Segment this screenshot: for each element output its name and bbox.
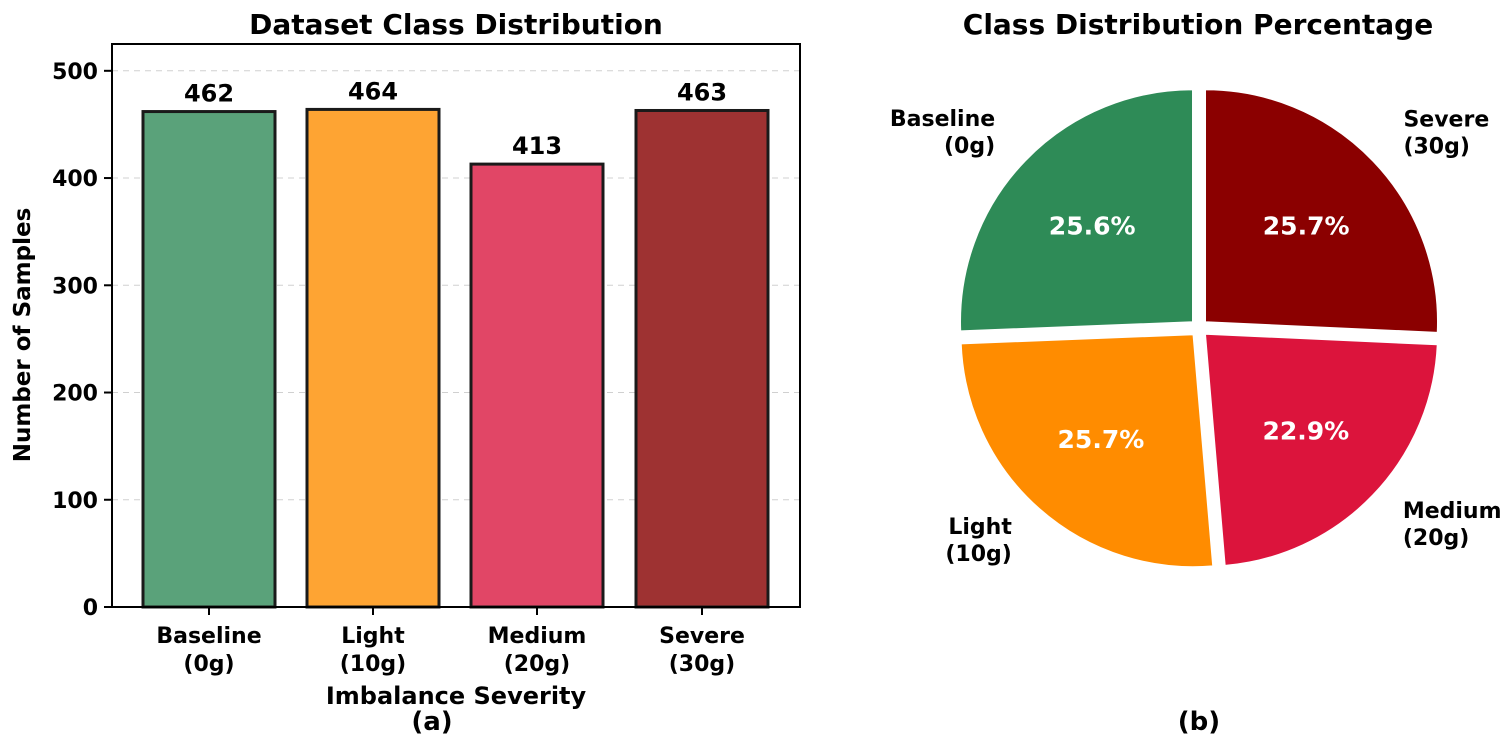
pie-slice-4 [1205, 89, 1439, 333]
y-tick-label: 300 [52, 274, 98, 299]
bar-chart-y-axis-title: Number of Samples [10, 208, 36, 463]
bar-2 [305, 107, 441, 609]
bar-data-label: 413 [512, 132, 562, 160]
bar-chart-x-axis-title: Imbalance Severity [326, 682, 587, 710]
pie-chart-panel-label: (b) [1178, 707, 1220, 737]
pie-category-label: Severe (30g) [1403, 108, 1489, 160]
pie-chart-panel: Class Distribution Percentage 25.6% 25.7%… [890, 8, 1502, 737]
y-tick-label: 200 [52, 382, 98, 407]
y-tick-label: 0 [83, 596, 98, 621]
bar-4 [634, 108, 770, 609]
pie-chart-slices [960, 89, 1439, 568]
bar-chart-bars [141, 107, 770, 609]
pie-chart-title: Class Distribution Percentage [963, 8, 1433, 41]
x-tick-label: Light (10g) [340, 624, 406, 677]
pie-slice-2 [960, 334, 1214, 568]
bar-chart-panel-label: (a) [411, 707, 452, 737]
pie-category-label: Light (10g) [945, 515, 1012, 567]
x-tick-label: Medium (20g) [488, 624, 587, 677]
pie-percent-label: 25.7% [1263, 212, 1350, 241]
bar-chart-x-axis: Baseline (0g) Light (10g) Medium (20g) Severe(… [156, 607, 745, 677]
x-tick-label: Baseline (0g) [156, 624, 261, 677]
pie-slice-3 [1204, 333, 1438, 566]
y-tick-label: 400 [52, 167, 98, 192]
pie-slice-1 [960, 89, 1194, 332]
bar-chart-panel: Dataset Class Distribution 462 464413463 … [10, 8, 801, 737]
bar-3 [469, 162, 605, 609]
pie-category-label: Medium (20g) [1403, 499, 1502, 551]
pie-chart-percent-labels: 25.6% 25.7% 22.9% 25.7% [1049, 211, 1350, 454]
y-tick-label: 100 [52, 489, 98, 514]
bar-1 [141, 110, 277, 609]
bar-chart-title: Dataset Class Distribution [249, 8, 663, 41]
bar-data-label: 462 [184, 80, 234, 108]
bar-chart-plot-frame [111, 43, 801, 608]
bar-chart-y-axis: 0 100 200 300 400 500 [52, 60, 112, 621]
y-tick-label: 500 [52, 60, 98, 85]
pie-percent-label: 25.7% [1058, 425, 1145, 454]
pie-chart-category-labels: Baseline (0g) Light (10g) Medium (20g) Severe(… [890, 107, 1502, 567]
bar-data-label: 463 [677, 78, 727, 106]
bar-chart-data-labels: 462 464 413 463 [184, 77, 727, 160]
x-tick-label: Severe (30g) [659, 624, 745, 677]
pie-percent-label: 22.9% [1262, 417, 1349, 446]
pie-percent-label: 25.6% [1049, 211, 1136, 240]
bar-data-label: 464 [348, 77, 398, 105]
pie-category-label: Baseline (0g) [890, 107, 995, 159]
